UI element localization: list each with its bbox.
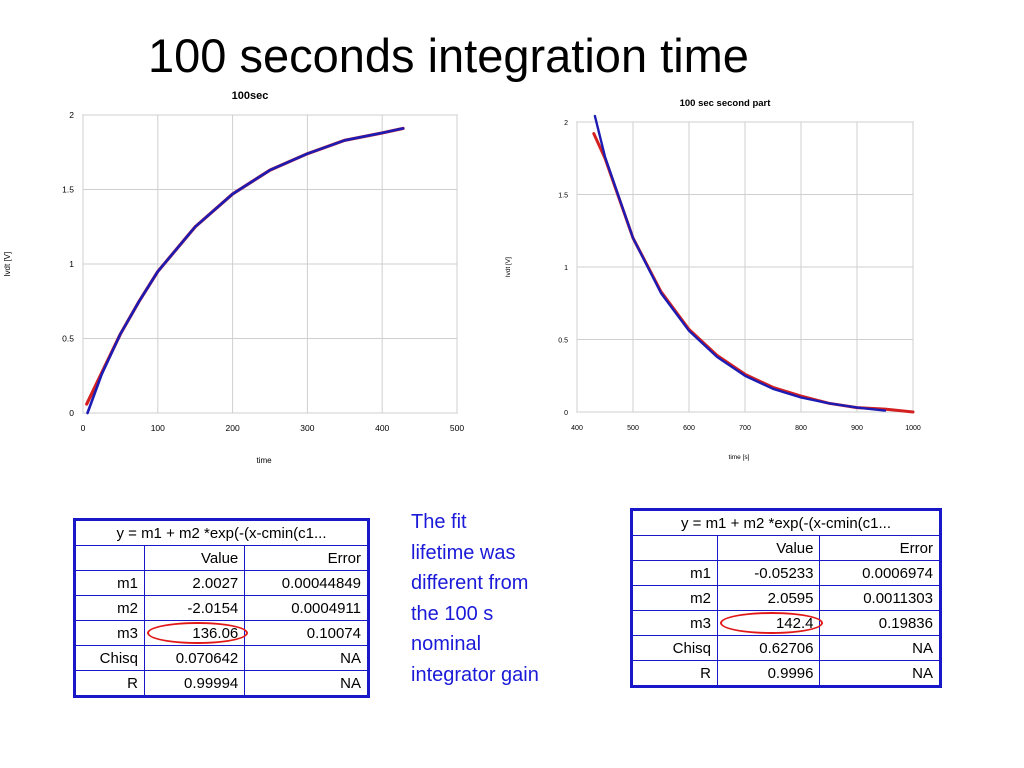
x-tick-label: 900 bbox=[851, 425, 863, 432]
table-header-cell bbox=[74, 545, 145, 571]
table-cell: m3 bbox=[631, 610, 718, 636]
table-header-cell bbox=[631, 535, 718, 561]
x-tick-label: 300 bbox=[300, 423, 314, 433]
x-tick-label: 400 bbox=[375, 423, 389, 433]
table-cell: 0.10074 bbox=[244, 620, 369, 646]
table-cell: m2 bbox=[74, 595, 145, 621]
table-cell: m1 bbox=[74, 570, 145, 596]
table-header-cell: Error bbox=[244, 545, 369, 571]
x-tick-label: 1000 bbox=[905, 425, 921, 432]
note-line: The fit bbox=[411, 511, 467, 533]
slide-title: 100 seconds integration time bbox=[148, 29, 749, 82]
note-text: The fit lifetime was different from the … bbox=[411, 507, 581, 690]
table-cell: 0.99994 bbox=[143, 670, 246, 697]
note-line: the 100 s bbox=[411, 602, 494, 625]
table-cell: -0.05233 bbox=[716, 560, 821, 586]
table-row: Chisq 0.070642 NA bbox=[74, 645, 369, 671]
y-axis-label: lvdt [V] bbox=[505, 257, 512, 277]
table-row: m3 142.4 0.19836 bbox=[631, 610, 941, 636]
table-row: m2 -2.0154 0.0004911 bbox=[74, 595, 369, 621]
x-tick-label: 400 bbox=[571, 425, 583, 432]
x-tick-label: 200 bbox=[226, 423, 240, 433]
highlighted-cell: 142.4 bbox=[716, 610, 825, 636]
y-tick-label: 2 bbox=[564, 120, 568, 127]
table-title: y = m1 + m2 *exp(-(x-cmin(c1... bbox=[74, 519, 369, 546]
fit-table-right: y = m1 + m2 *exp(-(x-cmin(c1... Value Er… bbox=[630, 508, 942, 688]
table-cell: 0.0006974 bbox=[819, 560, 941, 586]
x-tick-label: 500 bbox=[450, 423, 464, 433]
table-row: R 0.99994 NA bbox=[74, 670, 369, 697]
table-cell: 2.0595 bbox=[716, 585, 821, 611]
chart-left: 0 100 200 300 400 500 0 0.5 1 1.5 2 100sec time lvdt … bbox=[3, 90, 464, 465]
y-tick-label: 1 bbox=[564, 265, 568, 272]
y-tick-label: 2 bbox=[69, 110, 74, 120]
table-header-cell: Value bbox=[143, 545, 246, 571]
table-cell: m3 bbox=[74, 620, 145, 646]
note-line: lifetime was bbox=[411, 541, 516, 564]
y-tick-label: 0.5 bbox=[558, 338, 568, 345]
table-header-cell: Error bbox=[819, 535, 941, 561]
x-axis-label: time bbox=[256, 456, 272, 465]
x-tick-label: 100 bbox=[151, 423, 165, 433]
y-tick-label: 1.5 bbox=[62, 185, 74, 195]
x-tick-label: 0 bbox=[81, 423, 86, 433]
y-tick-label: 0 bbox=[69, 408, 74, 418]
note-line: integrator gain bbox=[411, 663, 539, 686]
chart-title: 100 sec second part bbox=[680, 98, 772, 109]
table-cell: m2 bbox=[631, 585, 718, 611]
x-axis-label: time [s] bbox=[729, 454, 750, 461]
y-tick-label: 0 bbox=[564, 410, 568, 417]
table-row: R 0.9996 NA bbox=[631, 660, 941, 687]
table-cell: NA bbox=[819, 635, 941, 661]
table-cell: 0.070642 bbox=[143, 645, 246, 671]
table-cell: 0.00044849 bbox=[244, 570, 369, 596]
table-cell: 0.62706 bbox=[716, 635, 821, 661]
y-tick-label: 1.5 bbox=[558, 193, 568, 200]
table-cell: m1 bbox=[631, 560, 718, 586]
table-title: y = m1 + m2 *exp(-(x-cmin(c1... bbox=[631, 509, 941, 536]
table-cell: NA bbox=[819, 660, 941, 687]
table-row: Chisq 0.62706 NA bbox=[631, 635, 941, 661]
fit-table-left: y = m1 + m2 *exp(-(x-cmin(c1... Value Er… bbox=[73, 518, 370, 698]
y-axis-label: lvdt [V] bbox=[3, 252, 12, 276]
x-tick-label: 800 bbox=[795, 425, 807, 432]
table-row: m3 136.06 0.10074 bbox=[74, 620, 369, 646]
table-cell: R bbox=[74, 670, 145, 697]
highlighted-cell: 136.06 bbox=[143, 620, 250, 646]
y-tick-label: 1 bbox=[69, 259, 74, 269]
table-cell: NA bbox=[244, 645, 369, 671]
table-row: m1 -0.05233 0.0006974 bbox=[631, 560, 941, 586]
fit-curve-line bbox=[86, 127, 405, 415]
table-header-cell: Value bbox=[716, 535, 821, 561]
table-cell: 0.19836 bbox=[819, 610, 941, 636]
x-tick-label: 500 bbox=[627, 425, 639, 432]
table-cell: Chisq bbox=[74, 645, 145, 671]
table-cell: R bbox=[631, 660, 718, 687]
table-row: m1 2.0027 0.00044849 bbox=[74, 570, 369, 596]
table-cell: Chisq bbox=[631, 635, 718, 661]
chart-right: 400 500 600 700 800 900 1000 0 0.5 1 1.5 2 100 sec s… bbox=[505, 98, 921, 461]
x-tick-label: 600 bbox=[683, 425, 695, 432]
table-cell: 0.0011303 bbox=[819, 585, 941, 611]
note-line: nominal bbox=[411, 633, 482, 655]
table-cell: NA bbox=[244, 670, 369, 697]
fit-curve-line bbox=[593, 114, 887, 412]
table-cell: 0.9996 bbox=[716, 660, 821, 687]
y-tick-label: 0.5 bbox=[62, 334, 74, 344]
x-tick-label: 700 bbox=[739, 425, 751, 432]
chart-title: 100sec bbox=[232, 90, 269, 102]
table-cell: -2.0154 bbox=[143, 595, 246, 621]
note-line: different from bbox=[411, 572, 529, 594]
table-row: m2 2.0595 0.0011303 bbox=[631, 585, 941, 611]
table-cell: 2.0027 bbox=[143, 570, 246, 596]
table-cell: 0.0004911 bbox=[244, 595, 369, 621]
